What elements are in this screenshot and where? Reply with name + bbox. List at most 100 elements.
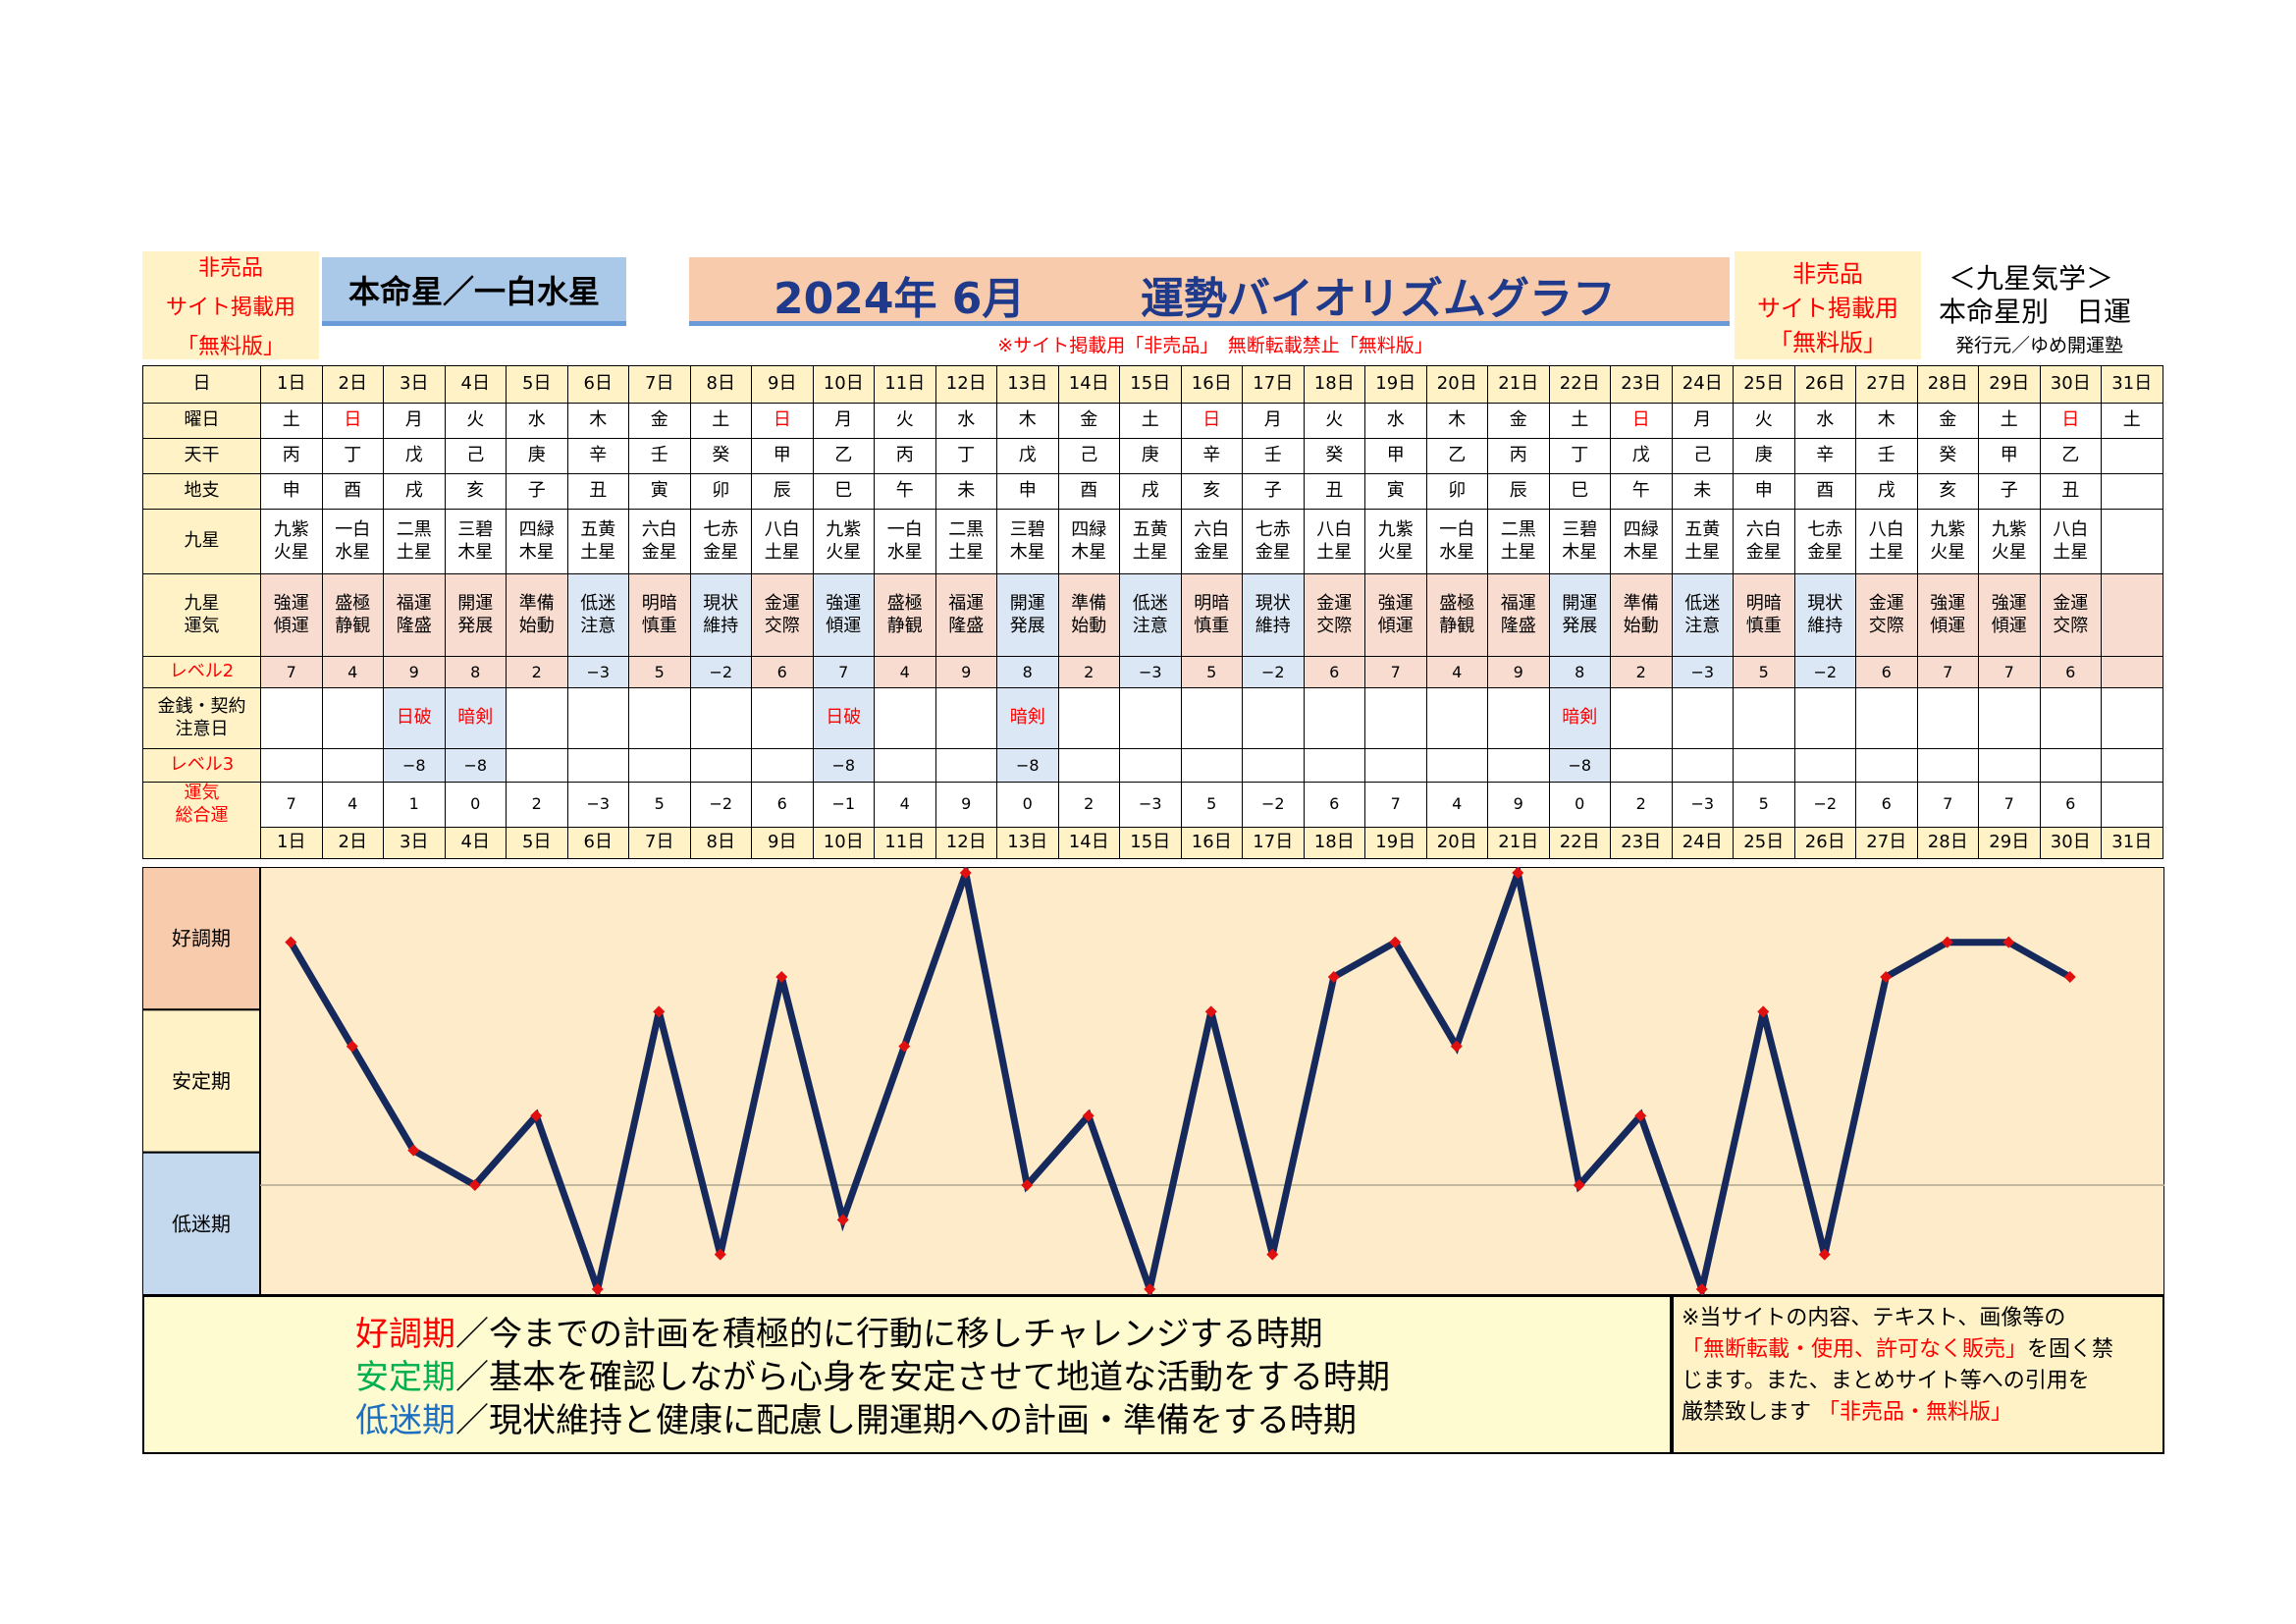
cell-line: 九紫 — [1377, 519, 1414, 540]
legend-line: 好調期／今までの計画を積極的に行動に移しチャレンジする時期 — [355, 1313, 1390, 1356]
chishi-cell: 午 — [1610, 473, 1673, 510]
weekday-cell: 日 — [1180, 403, 1243, 439]
day-footer-cell: 16日 — [1180, 826, 1243, 859]
chishi-cell: 酉 — [1057, 473, 1120, 510]
sogo-cell: 0 — [996, 782, 1059, 828]
chishi-cell: 寅 — [1364, 473, 1427, 510]
day-header-cell: 8日 — [689, 365, 752, 404]
chishi-cell: 戌 — [383, 473, 446, 510]
cell-line: 木星 — [1071, 541, 1107, 563]
unki-cell: 金運 交際 — [751, 573, 814, 657]
legend-term: 好調期 — [355, 1315, 455, 1354]
kyusei-cell: 九紫 火星 — [260, 509, 323, 574]
day-header-cell: 30日 — [2039, 365, 2102, 404]
day-header-cell: 4日 — [444, 365, 507, 404]
tenkan-cell: 己 — [1671, 438, 1734, 474]
kinsen-label: 金銭・契約 注意日 — [142, 687, 261, 749]
kinsen-cell — [1180, 687, 1243, 749]
unki-cell: 低迷 注意 — [1119, 573, 1182, 657]
unki-cell: 準備 始動 — [1610, 573, 1673, 657]
sogo-cell: 6 — [751, 782, 814, 828]
day-header-cell: 1日 — [260, 365, 323, 404]
chishi-cell: 丑 — [1303, 473, 1365, 510]
data-point — [591, 1283, 604, 1295]
kinsen-cell — [1733, 687, 1795, 749]
unki-label: 九星 運気 — [142, 573, 261, 657]
day-header-cell: 13日 — [996, 365, 1059, 404]
level2-cell: 2 — [1057, 656, 1120, 688]
right-note-line1: 非売品 — [1792, 259, 1863, 288]
data-point — [1144, 1283, 1156, 1295]
chishi-cell: 申 — [996, 473, 1059, 510]
cell-line: 慎重 — [1194, 615, 1230, 636]
kinsen-cell — [321, 687, 384, 749]
unki-cell: 低迷 注意 — [1671, 573, 1734, 657]
title-main: 運勢バイオリズムグラフ — [1141, 274, 1616, 324]
cell-line: 発展 — [457, 615, 494, 636]
cell-line: 強運 — [273, 593, 309, 614]
day-footer-cell: 10日 — [812, 826, 875, 859]
weekday-cell: 月 — [1671, 403, 1734, 439]
level3-cell — [1610, 748, 1673, 783]
cell-line: 九紫 — [826, 519, 862, 540]
kinsen-cell — [1855, 687, 1918, 749]
right-note-line2: サイト掲載用 — [1757, 294, 1898, 322]
chishi-label: 地支 — [142, 473, 261, 510]
unki-cell: 強運 傾運 — [1364, 573, 1427, 657]
level2-label: レベル2 — [142, 656, 261, 688]
cell-line: 金星 — [703, 541, 739, 563]
left-note-line1: 非売品 — [197, 256, 263, 281]
level3-cell — [1733, 748, 1795, 783]
weekday-cell: 月 — [812, 403, 875, 439]
chishi-cell: 寅 — [628, 473, 691, 510]
sogo-cell: 4 — [321, 782, 384, 828]
tenkan-cell: 癸 — [1303, 438, 1365, 474]
cell-line: 傾運 — [1377, 615, 1414, 636]
cell-line: 強運 — [826, 593, 862, 614]
cell-line: 準備 — [1623, 593, 1659, 614]
chishi-cell: 巳 — [812, 473, 875, 510]
tenkan-label: 天干 — [142, 438, 261, 474]
weekday-cell: 金 — [1487, 403, 1550, 439]
right-note: 非売品 サイト掲載用 「無料版」 — [1735, 251, 1921, 359]
tenkan-cell: 甲 — [751, 438, 814, 474]
tenkan-cell: 丙 — [874, 438, 936, 474]
tenkan-cell: 辛 — [1180, 438, 1243, 474]
plot-background — [259, 867, 2164, 1295]
day-footer-cell: 2日 — [321, 826, 384, 859]
weekday-cell: 木 — [1855, 403, 1918, 439]
kinsen-cell — [1119, 687, 1182, 749]
day-header-cell: 3日 — [383, 365, 446, 404]
cell-line: 交際 — [1868, 615, 1904, 636]
chishi-cell: 辰 — [1487, 473, 1550, 510]
unki-label-line: 九星 — [184, 593, 220, 614]
level2-cell: 6 — [2039, 656, 2102, 688]
cell-line: 始動 — [1623, 615, 1659, 636]
chishi-cell: 子 — [1242, 473, 1305, 510]
level3-cell — [1119, 748, 1182, 783]
day-footer-cell: 9日 — [751, 826, 814, 859]
kyusei-cell: 六白 金星 — [1733, 509, 1795, 574]
cell-line: 盛極 — [335, 593, 371, 614]
cell-line: 七赤 — [1807, 519, 1843, 540]
sogo-cell: 6 — [2039, 782, 2102, 828]
sogo-cell: −3 — [1671, 782, 1734, 828]
level2-cell: 6 — [751, 656, 814, 688]
sogo-cell: −1 — [812, 782, 875, 828]
tenkan-cell: 丁 — [1548, 438, 1611, 474]
chishi-cell: 子 — [506, 473, 568, 510]
level3-cell — [1425, 748, 1488, 783]
level2-cell: 6 — [1855, 656, 1918, 688]
day-footer-cell: 31日 — [2101, 826, 2163, 859]
legend-text: ／今までの計画を積極的に行動に移しチャレンジする時期 — [455, 1315, 1323, 1354]
kinsen-cell: 暗剣 — [444, 687, 507, 749]
day-header-label: 日 — [142, 365, 261, 404]
day-header-cell: 17日 — [1242, 365, 1305, 404]
data-point — [1757, 1005, 1770, 1018]
data-point — [1880, 971, 1893, 983]
cell-line: 盛極 — [1439, 593, 1475, 614]
cell-line: 一白 — [886, 519, 923, 540]
chishi-cell: 辰 — [751, 473, 814, 510]
cell-line: 木星 — [518, 541, 555, 563]
kinsen-cell — [1978, 687, 2041, 749]
